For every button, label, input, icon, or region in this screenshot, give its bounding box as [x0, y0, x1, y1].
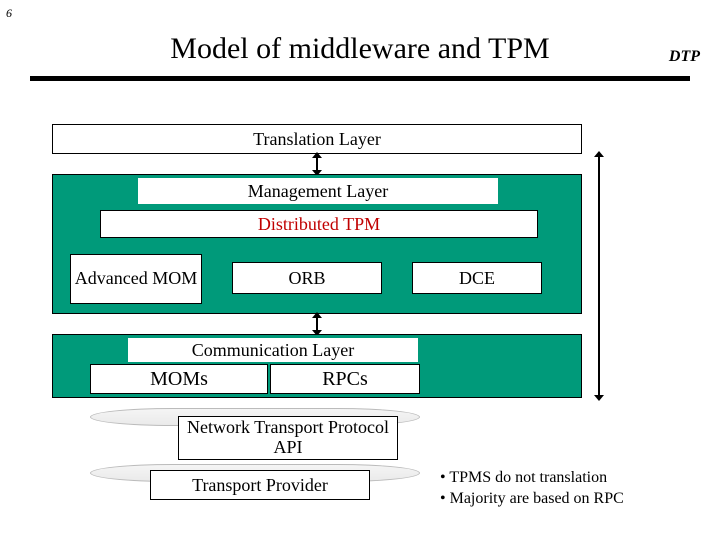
network-api-label: Network Transport Protocol API	[179, 418, 397, 458]
translation-layer-label: Translation Layer	[253, 129, 381, 150]
distributed-tpm-box: Distributed TPM	[100, 210, 538, 238]
arrow-translation-management	[316, 157, 318, 171]
orb-box: ORB	[232, 262, 382, 294]
slide-title: Model of middleware and TPM	[0, 32, 720, 66]
notes-block: • TPMS do not translation • Majority are…	[440, 468, 624, 510]
moms-box: MOMs	[90, 364, 268, 394]
rpcs-box: RPCs	[270, 364, 420, 394]
side-arrow	[598, 156, 600, 396]
note-2: • Majority are based on RPC	[440, 489, 624, 510]
translation-layer-box: Translation Layer	[52, 124, 582, 154]
corner-label: DTP	[669, 48, 700, 66]
management-layer-box: Management Layer	[138, 178, 498, 204]
page-number: 6	[6, 6, 12, 21]
orb-label: ORB	[288, 268, 325, 289]
communication-layer-label: Communication Layer	[192, 340, 354, 361]
note-1: • TPMS do not translation	[440, 468, 624, 489]
rpcs-label: RPCs	[322, 368, 368, 391]
advanced-mom-box: Advanced MOM	[70, 254, 202, 304]
management-layer-label: Management Layer	[248, 181, 388, 202]
distributed-tpm-label: Distributed TPM	[258, 214, 380, 235]
title-rule	[30, 76, 690, 81]
communication-layer-box: Communication Layer	[128, 338, 418, 362]
dce-box: DCE	[412, 262, 542, 294]
transport-provider-box: Transport Provider	[150, 470, 370, 500]
arrow-management-communication	[316, 317, 318, 331]
moms-label: MOMs	[150, 368, 208, 391]
transport-provider-label: Transport Provider	[192, 475, 328, 496]
dce-label: DCE	[459, 268, 495, 289]
network-api-box: Network Transport Protocol API	[178, 416, 398, 460]
advanced-mom-label: Advanced MOM	[75, 269, 197, 289]
